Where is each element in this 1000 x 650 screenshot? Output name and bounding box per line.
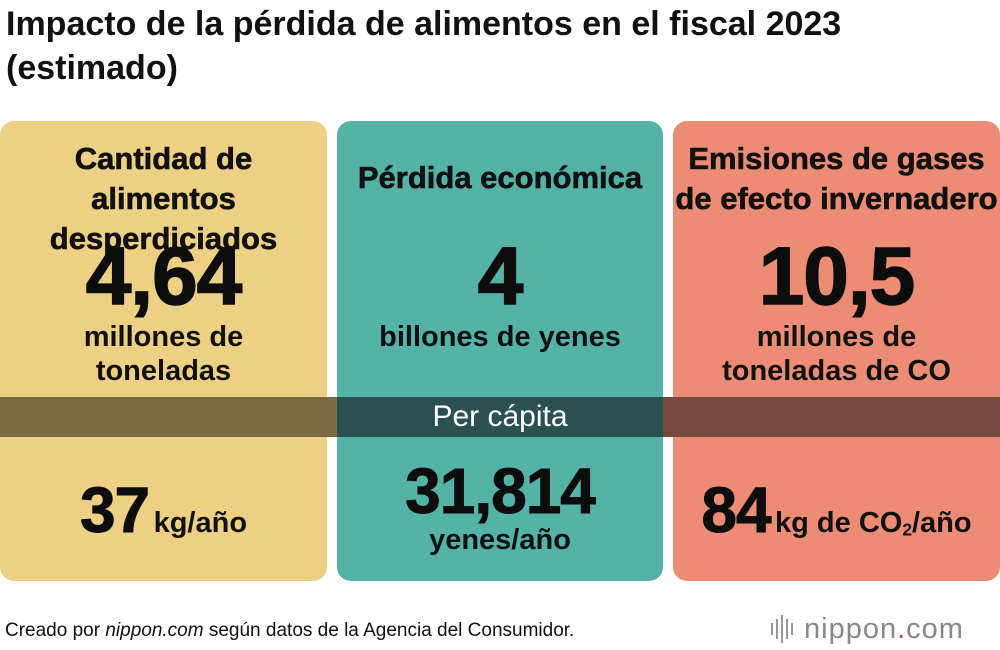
economic-loss-value: 4 [477, 231, 524, 322]
emissions-per-capita-subscript: 2 [902, 519, 912, 540]
economic-loss-card: Pérdida económica 4 billones de yenes 31… [337, 121, 663, 581]
food-waste-title-line1: Cantidad de alimentos [74, 141, 253, 217]
emissions-value: 10,5 [758, 231, 916, 322]
emissions-unit-line1: millones de [756, 321, 917, 353]
emissions-unit-line2: toneladas de CO2 [673, 354, 1000, 428]
nippon-logo-text: nippon.com [804, 613, 964, 646]
emissions-per-capita: 84 kg de CO2/año [673, 474, 1000, 546]
source-note: Creado por nippon.com según datos de la … [5, 620, 574, 642]
emissions-per-capita-unit-prefix: kg de CO [775, 507, 903, 539]
emissions-unit: millones de toneladas de CO2 [673, 320, 1000, 428]
per-capita-band-left [0, 397, 337, 437]
emissions-title: Emisiones de gases de efecto invernadero [673, 139, 1000, 219]
food-waste-title-line2: desperdiciados [49, 221, 278, 257]
economic-loss-per-capita-value: 31,814 [405, 455, 597, 527]
nippon-logo-name: nippon [804, 612, 898, 645]
economic-loss-title: Pérdida económica [337, 158, 663, 198]
emissions-card: Emisiones de gases de efecto invernadero… [673, 121, 1000, 581]
food-waste-per-capita-value: 37 [79, 474, 150, 546]
per-capita-band-right [663, 397, 1000, 437]
emissions-per-capita-value: 84 [701, 474, 772, 546]
economic-loss-unit-line1: billones de yenes [379, 321, 621, 353]
economic-loss-unit: billones de yenes [337, 320, 663, 354]
nippon-logo-dot: . [897, 612, 907, 645]
food-waste-unit: millones de toneladas [0, 320, 327, 388]
source-note-site: nippon.com [105, 620, 204, 641]
per-capita-label: Per cápita [432, 400, 568, 433]
economic-loss-per-capita-unit: yenes/año [429, 524, 571, 556]
emissions-title-line2: de efecto invernadero [675, 181, 998, 217]
source-note-prefix: Creado por [5, 620, 106, 641]
economic-loss-per-capita-value-row: 31,814 [337, 455, 663, 527]
emissions-unit-line2-text: toneladas de CO [722, 355, 951, 387]
per-capita-band: Per cápita [0, 397, 1000, 437]
page-title-line2: (estimado) [6, 49, 178, 87]
food-waste-unit-line1: millones de [83, 321, 244, 353]
economic-loss-per-capita-unit-row: yenes/año [337, 524, 663, 557]
nippon-bars-icon [771, 615, 796, 643]
economic-loss-title-line1: Pérdida económica [357, 160, 643, 196]
page-title: Impacto de la pérdida de alimentos en el… [6, 2, 996, 90]
emissions-title-line1: Emisiones de gases [688, 141, 985, 177]
food-waste-card: Cantidad de alimentos desperdiciados 4,6… [0, 121, 327, 581]
page-title-line1: Impacto de la pérdida de alimentos en el… [6, 5, 842, 43]
source-note-suffix: según datos de la Agencia del Consumidor… [203, 620, 575, 641]
food-waste-value: 4,64 [85, 231, 243, 322]
emissions-per-capita-unit: kg de CO2/año [775, 507, 972, 539]
food-waste-unit-line2: toneladas [95, 355, 232, 387]
nippon-logo: nippon.com [771, 611, 964, 647]
food-waste-per-capita: 37 kg/año [0, 474, 327, 546]
food-waste-title: Cantidad de alimentos desperdiciados [0, 139, 327, 259]
per-capita-band-middle [337, 397, 663, 437]
emissions-per-capita-unit-suffix: /año [912, 507, 972, 539]
food-waste-per-capita-unit: kg/año [153, 507, 248, 539]
nippon-logo-tld: com [906, 612, 964, 645]
